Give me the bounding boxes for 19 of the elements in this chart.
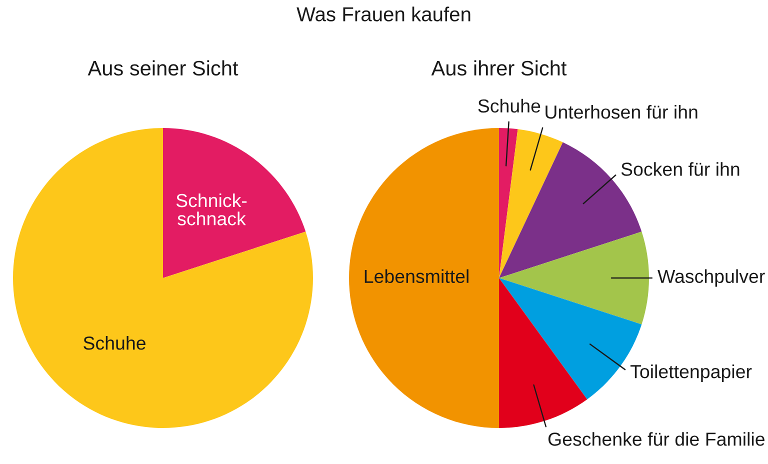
slice-label: Toilettenpapier (630, 364, 752, 382)
chart-title: Aus seiner Sicht (88, 60, 238, 76)
slice-label: Unterhosen für ihn (546, 104, 698, 119)
slice-label: Geschenke für die Familie (548, 432, 764, 446)
pie-slice (349, 128, 499, 428)
pie-slice (499, 129, 563, 278)
slice-label: Schuhe (84, 336, 146, 350)
pie-slice (163, 128, 306, 278)
slice-label: Lebensmittel (364, 269, 468, 284)
slice-label: Socken für ihn (621, 162, 740, 176)
pie-slice (499, 128, 518, 278)
chart-title: Aus ihrer Sicht (431, 60, 567, 76)
slice-label: Waschpulver (658, 269, 765, 287)
slice-label: Schnick- schnack (176, 193, 247, 226)
slice-label: Schuhe (478, 98, 540, 113)
pie-slice (13, 128, 313, 428)
pie-slice (499, 232, 649, 324)
pie-slice (499, 278, 588, 428)
text: Was Frauen kaufen (296, 6, 470, 22)
